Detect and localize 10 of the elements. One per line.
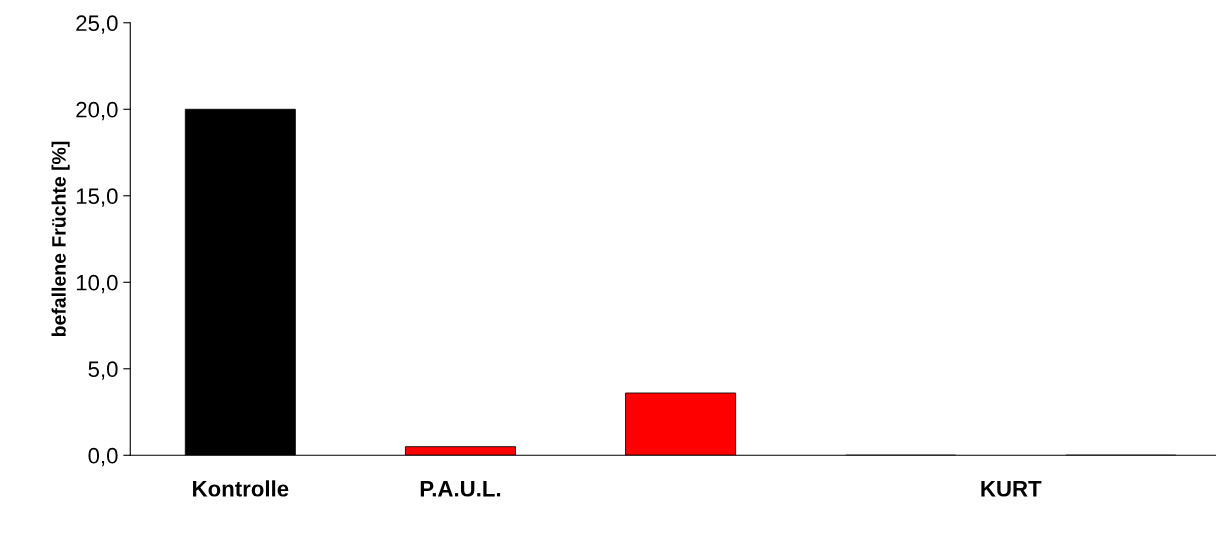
y-tick-label: 25,0 (76, 15, 118, 34)
x-tick-label: P.A.U.L. (420, 481, 501, 497)
y-tick-label: 15,0 (76, 188, 118, 207)
x-tick-label: KURT (981, 481, 1042, 497)
y-tick-label: 0,0 (88, 447, 118, 467)
y-tick-label: 20,0 (76, 101, 118, 121)
y-tick-label: 5,0 (88, 361, 118, 380)
x-tick-label: Kontrolle (193, 480, 289, 497)
y-axis-title: befallene Früchte [%] (51, 141, 70, 337)
y-tick-label: 10,0 (76, 274, 118, 294)
